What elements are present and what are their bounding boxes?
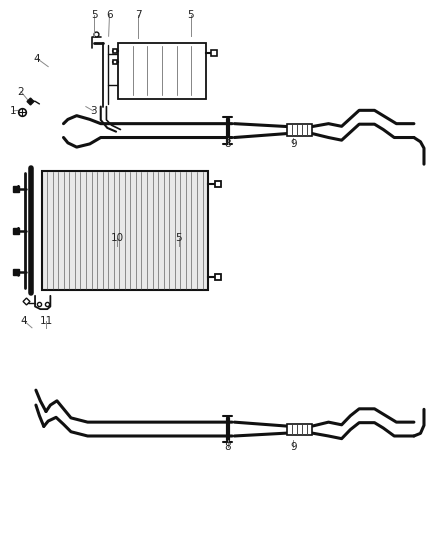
Text: 2: 2 [18, 87, 25, 96]
Text: 8: 8 [224, 139, 231, 149]
Text: 11: 11 [39, 316, 53, 326]
Bar [42, 171, 208, 290]
Text: 4: 4 [34, 54, 41, 63]
Text: 5: 5 [175, 233, 182, 243]
Bar [287, 124, 312, 136]
Text: 9: 9 [290, 442, 297, 451]
Bar [287, 424, 312, 435]
Text: 10: 10 [111, 233, 124, 243]
Text: 9: 9 [290, 139, 297, 149]
Text: 7: 7 [134, 10, 141, 20]
Text: 4: 4 [21, 316, 28, 326]
Text: 8: 8 [224, 442, 231, 451]
Text: 5: 5 [91, 10, 98, 20]
Text: 3: 3 [90, 106, 97, 116]
Text: 1: 1 [10, 106, 17, 116]
Bar [118, 43, 206, 99]
Text: 5: 5 [187, 10, 194, 20]
Text: 6: 6 [106, 10, 113, 20]
